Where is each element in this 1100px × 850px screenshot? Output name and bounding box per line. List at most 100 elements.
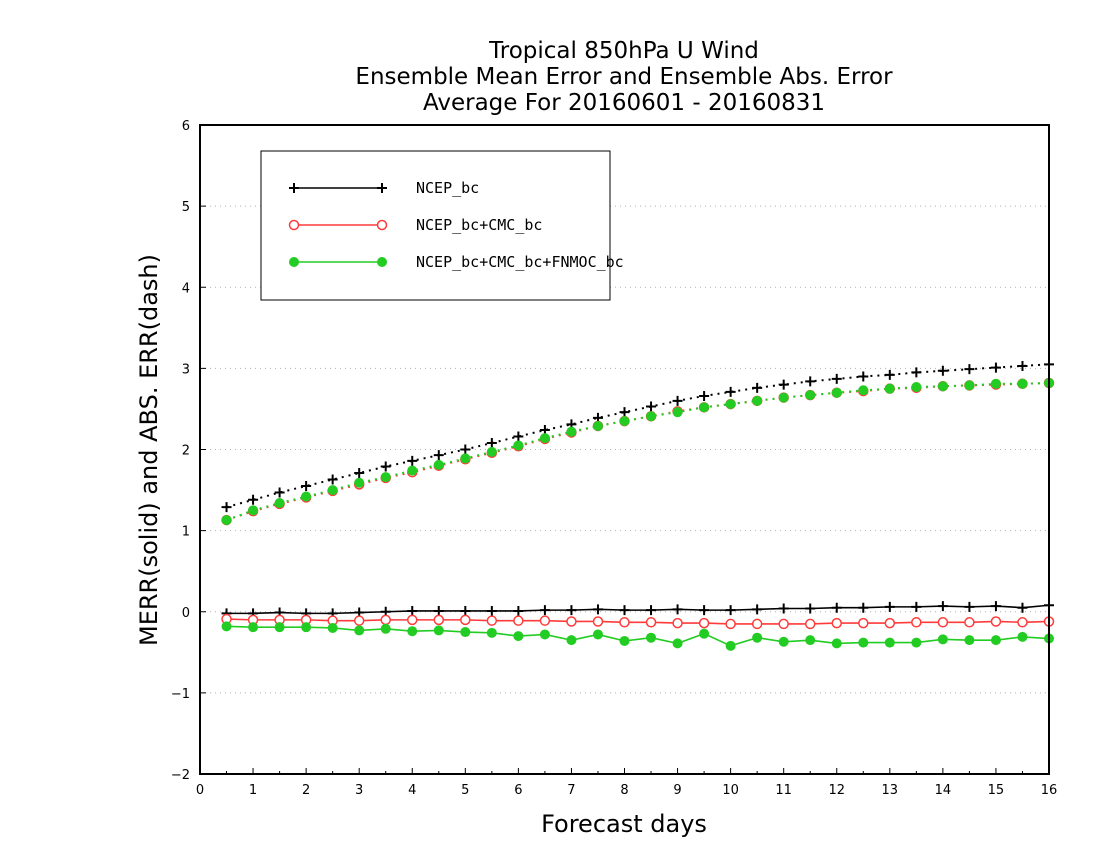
title-line-2: Ensemble Mean Error and Ensemble Abs. Er… xyxy=(355,64,893,90)
abs-err-point xyxy=(433,459,444,470)
merr-point xyxy=(858,602,869,613)
abs-err-point xyxy=(699,390,710,401)
abs-err-point xyxy=(566,426,577,437)
y-axis: −2 −1 0 1 2 3 4 5 6 xyxy=(171,119,206,783)
x-tick-label: 5 xyxy=(461,783,469,798)
abs-err-point xyxy=(327,485,338,496)
merr-point xyxy=(752,632,763,643)
merr-point xyxy=(964,617,975,628)
abs-err-point xyxy=(858,385,869,396)
x-tick-label: 13 xyxy=(882,783,899,798)
x-tick-label: 2 xyxy=(302,783,310,798)
abs-err-point xyxy=(407,455,418,466)
abs-err-point xyxy=(831,373,842,384)
legend-label: NCEP_bc+CMC_bc+FNMOC_bc xyxy=(416,253,624,271)
y-tick-label: 6 xyxy=(182,119,190,134)
abs-err-point xyxy=(646,411,657,422)
merr-point xyxy=(1017,602,1028,613)
abs-err-point xyxy=(248,505,259,516)
abs-err-point xyxy=(619,416,630,427)
merr-point xyxy=(804,618,816,630)
abs-err-point xyxy=(725,386,736,397)
legend: NCEP_bc NCEP_bc+CMC_bc NCEP_bc+CMC_bc+FNMO… xyxy=(260,150,624,301)
merr-point xyxy=(990,601,1001,612)
merr-point xyxy=(646,605,657,616)
y-tick-label: 0 xyxy=(182,606,190,621)
abs-err-line xyxy=(226,363,1050,509)
x-tick-label: 7 xyxy=(567,783,575,798)
x-tick-label: 10 xyxy=(722,783,739,798)
merr-point xyxy=(858,617,869,629)
y-tick-label: −1 xyxy=(171,687,190,702)
abs-err-point xyxy=(274,487,285,498)
abs-err-point xyxy=(380,461,391,472)
abs-err-point xyxy=(646,401,657,412)
merr-point xyxy=(274,622,285,633)
merr-point xyxy=(460,627,471,638)
merr-point xyxy=(539,615,551,626)
merr-point xyxy=(805,603,816,614)
abs-err-point xyxy=(672,407,683,418)
abs-err-point xyxy=(460,444,471,455)
abs-err-point xyxy=(937,365,948,376)
merr-point xyxy=(407,614,418,626)
x-tick-label: 15 xyxy=(988,783,1005,798)
merr-point xyxy=(619,605,630,616)
abs-err-point xyxy=(964,364,975,375)
abs-err-point xyxy=(778,379,789,390)
abs-err-point xyxy=(672,395,683,406)
abs-err-point xyxy=(513,431,524,442)
merr-point xyxy=(646,632,657,643)
abs-err-point xyxy=(990,362,1001,373)
merr-point xyxy=(433,605,444,616)
merr-point xyxy=(566,616,577,627)
abs-err-point xyxy=(858,371,869,382)
legend-marker xyxy=(377,257,387,267)
merr-point xyxy=(433,625,444,636)
legend-entry: NCEP_bc+CMC_bc+FNMOC_bc xyxy=(289,253,624,271)
legend-entry: NCEP_bc xyxy=(289,179,479,197)
merr-point xyxy=(699,605,710,616)
abs-err-point xyxy=(884,383,895,394)
legend-marker xyxy=(289,257,299,267)
abs-err-point xyxy=(1017,378,1028,389)
merr-point xyxy=(645,617,657,628)
merr-point xyxy=(539,629,550,640)
merr-point xyxy=(513,615,524,626)
merr-point xyxy=(513,631,524,642)
abs-err-point xyxy=(619,407,630,418)
merr-point xyxy=(937,601,948,612)
x-tick-label: 3 xyxy=(355,783,363,798)
title-line-1: Tropical 850hPa U Wind xyxy=(488,38,759,64)
y-tick-label: 2 xyxy=(182,444,190,459)
merr-point xyxy=(778,618,789,630)
x-tick-label: 11 xyxy=(775,783,792,798)
title-line-3: Average For 20160601 - 20160831 xyxy=(423,90,825,116)
abs-err-point xyxy=(911,382,922,393)
abs-err-point xyxy=(805,376,816,387)
abs-err-point xyxy=(274,498,285,509)
merr-point xyxy=(407,605,418,616)
merr-point xyxy=(380,614,391,626)
legend-items: NCEP_bc NCEP_bc+CMC_bc NCEP_bc+CMC_bc+FNMO… xyxy=(288,179,624,271)
merr-point xyxy=(831,638,842,649)
merr-point xyxy=(248,622,259,633)
merr-point xyxy=(672,604,683,615)
x-tick-label: 14 xyxy=(935,783,952,798)
abs-err-point xyxy=(221,515,232,526)
merr-point xyxy=(672,617,683,629)
abs-err-point xyxy=(752,395,763,406)
merr-point xyxy=(539,605,550,616)
x-tick-label: 9 xyxy=(673,783,681,798)
merr-point xyxy=(725,618,736,630)
legend-marker xyxy=(288,219,300,231)
abs-err-point xyxy=(327,474,338,485)
legend-entry: NCEP_bc+CMC_bc xyxy=(288,216,542,234)
abs-err-point xyxy=(513,440,524,451)
chart-title: Tropical 850hPa U Wind Ensemble Mean Err… xyxy=(355,38,893,116)
x-tick-label: 4 xyxy=(408,783,416,798)
merr-point xyxy=(937,617,949,628)
legend-marker xyxy=(289,183,299,193)
merr-point xyxy=(327,622,338,633)
merr-point xyxy=(751,618,763,630)
